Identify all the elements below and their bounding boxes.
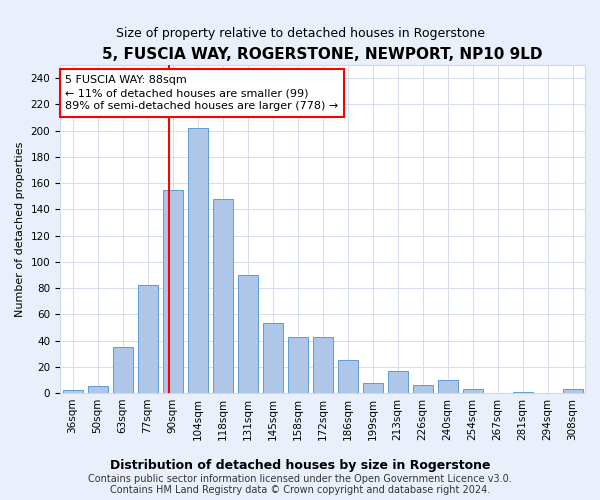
Bar xyxy=(413,385,433,393)
Title: 5, FUSCIA WAY, ROGERSTONE, NEWPORT, NP10 9LD: 5, FUSCIA WAY, ROGERSTONE, NEWPORT, NP10… xyxy=(102,48,543,62)
Bar xyxy=(463,389,482,393)
Bar xyxy=(338,360,358,393)
Bar xyxy=(163,190,182,393)
Bar xyxy=(512,392,533,393)
Text: Size of property relative to detached houses in Rogerstone: Size of property relative to detached ho… xyxy=(115,28,485,40)
Bar xyxy=(313,336,332,393)
Bar xyxy=(212,199,233,393)
Bar xyxy=(62,390,83,393)
Bar xyxy=(287,336,308,393)
Y-axis label: Number of detached properties: Number of detached properties xyxy=(15,142,25,316)
Bar xyxy=(188,128,208,393)
Text: Distribution of detached houses by size in Rogerstone: Distribution of detached houses by size … xyxy=(110,460,490,472)
Text: Contains public sector information licensed under the Open Government Licence v3: Contains public sector information licen… xyxy=(88,474,512,484)
Bar xyxy=(388,370,407,393)
Text: Contains HM Land Registry data © Crown copyright and database right 2024.: Contains HM Land Registry data © Crown c… xyxy=(110,485,490,495)
Bar xyxy=(137,286,158,393)
Bar xyxy=(238,275,257,393)
Text: 5 FUSCIA WAY: 88sqm
← 11% of detached houses are smaller (99)
89% of semi-detach: 5 FUSCIA WAY: 88sqm ← 11% of detached ho… xyxy=(65,75,338,112)
Bar xyxy=(113,347,133,393)
Bar xyxy=(362,382,383,393)
Bar xyxy=(437,380,458,393)
Bar xyxy=(88,386,107,393)
Bar xyxy=(563,389,583,393)
Bar xyxy=(263,324,283,393)
